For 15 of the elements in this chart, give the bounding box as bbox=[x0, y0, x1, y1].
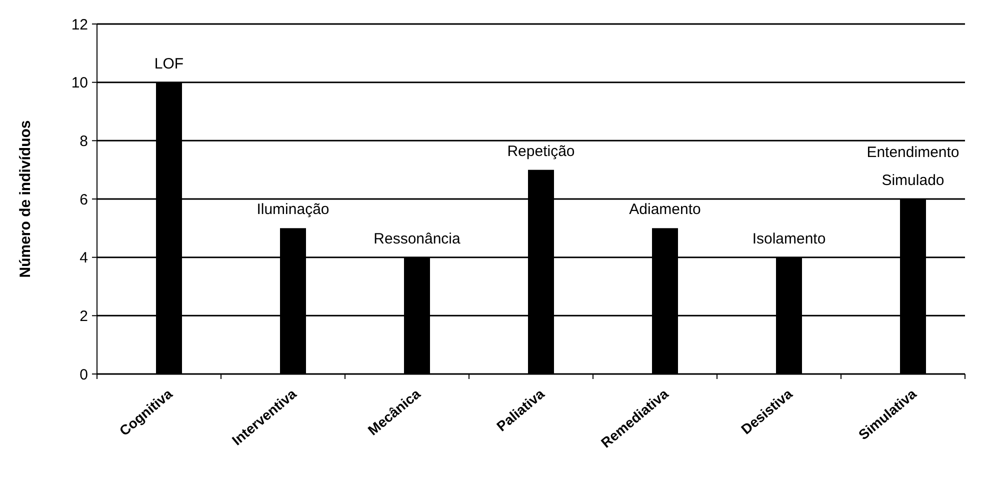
y-tick-label: 4 bbox=[80, 250, 88, 267]
annotation: LOF bbox=[154, 55, 184, 72]
annotation: Iluminação bbox=[256, 201, 330, 218]
y-axis-title: Número de indivíduos bbox=[17, 120, 34, 278]
annotation: Isolamento bbox=[752, 230, 826, 248]
y-tick-label: 8 bbox=[80, 132, 88, 150]
y-tick-label: 2 bbox=[80, 308, 88, 325]
annotation: Adiamento bbox=[629, 201, 701, 218]
y-tick-label: 0 bbox=[80, 366, 88, 384]
annotation: Repetição bbox=[507, 142, 575, 160]
annotation: Ressonância bbox=[374, 230, 462, 248]
annotation: Entendimento Simulado bbox=[866, 144, 960, 189]
y-tick-label: 6 bbox=[80, 191, 88, 208]
y-tick-label: 12 bbox=[71, 16, 88, 34]
y-tick-label: 10 bbox=[71, 74, 88, 92]
